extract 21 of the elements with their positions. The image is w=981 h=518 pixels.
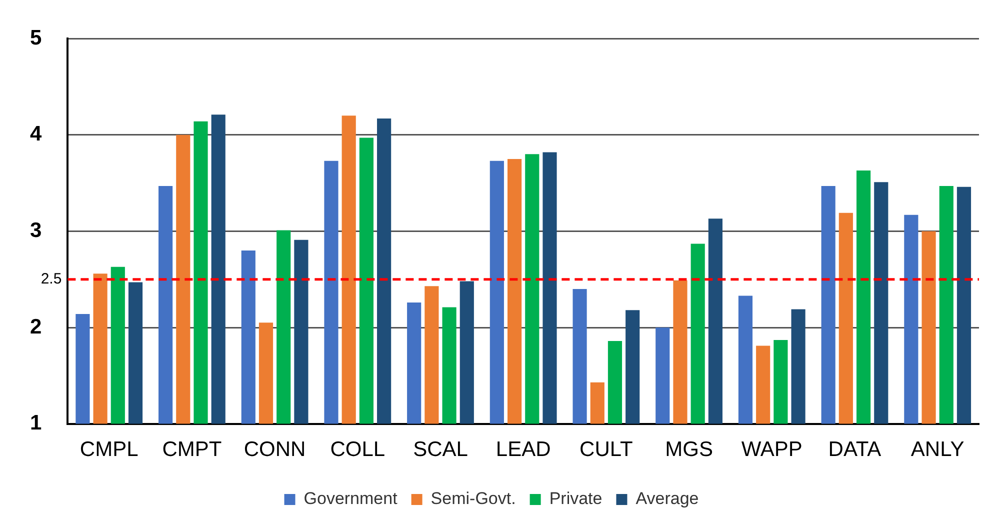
x-tick-label: COLL — [330, 438, 386, 462]
x-tick-label: MGS — [665, 438, 713, 462]
legend-label: Semi-Govt. — [430, 489, 516, 508]
x-tick-label: LEAD — [496, 438, 551, 462]
y-tick-label: 1 — [30, 412, 42, 435]
x-tick-label: WAPP — [741, 438, 802, 462]
legend-label: Average — [636, 489, 699, 508]
legend-label: Government — [304, 489, 398, 508]
x-tick-label: CMPT — [162, 438, 222, 462]
ref-line-label: 2.5 — [40, 270, 62, 288]
y-tick-label: 3 — [30, 218, 42, 242]
x-tick-label: CONN — [244, 438, 306, 462]
y-tick-label: 4 — [30, 122, 42, 146]
y-tick-label: 5 — [30, 26, 42, 50]
y-tick-label: 2 — [30, 315, 42, 338]
legend-label: Private — [549, 489, 602, 508]
x-tick-label: SCAL — [413, 438, 468, 462]
x-tick-label: ANLY — [910, 438, 964, 462]
x-tick-label: CULT — [580, 438, 633, 462]
x-tick-label: CMPL — [80, 438, 138, 462]
x-tick-label: DATA — [828, 438, 882, 462]
